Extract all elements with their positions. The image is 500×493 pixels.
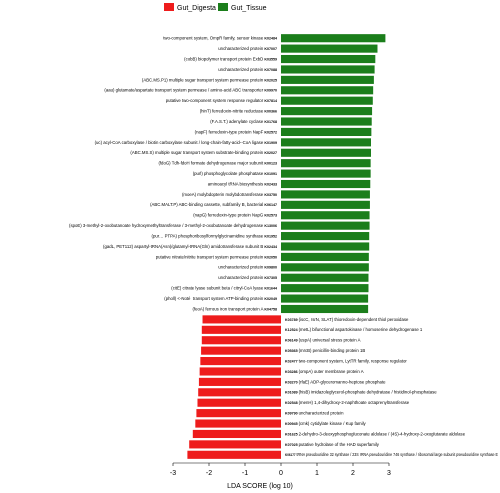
bar-label-k13006: (spoE) 3-methyl-2-oxobutanoate hydroxyme…: [69, 223, 277, 228]
x-tick-label: 0: [279, 470, 283, 477]
bar-label-k02484: two-component system, OmpR family, senso…: [163, 36, 277, 41]
x-tick-label: 1: [315, 470, 319, 477]
bar-k03750: [281, 190, 370, 199]
bar-k07088: [281, 65, 375, 74]
legend-swatch-gut-tissue: [218, 3, 228, 11]
bar-label-k00366: (hinT) ferredoxin-nitrite reductase K003…: [200, 109, 277, 114]
bar-label-k00945: K00945 (cmk) cytidylate kinase / Kup fam…: [285, 421, 367, 426]
bar-k09800: [281, 263, 369, 272]
bar-label-k07007: uncharacterized protein K07007: [218, 46, 277, 51]
bar-label-k01952: (pur… PTPA) phosphoribosylformylglycinam…: [152, 233, 277, 238]
bar-label-k05365: K05365 (mrcB) penicillin-binding protein…: [285, 348, 365, 353]
bar-label-k06149: K06149 (uspA) universal stress protein A: [285, 338, 361, 343]
bar-label-k09800: uncharacterized protein K09800: [218, 265, 277, 270]
bar-k02477: [200, 356, 281, 366]
bar-k03559: [281, 54, 376, 64]
bar-k03270: [198, 377, 281, 386]
bar-label-k06147: (ABC.MALT.P) ABC-binding cassette, subfa…: [150, 202, 277, 207]
bar-k06147: [281, 200, 370, 209]
x-tick-label: 2: [351, 470, 355, 477]
bar-label-k07814: putative two-component system response r…: [166, 98, 277, 103]
bar-label-k06177: K06177 tRNA pseudouridine 32 synthase / …: [285, 452, 498, 457]
x-tick-label: 3: [387, 470, 391, 477]
bar-k02434: [281, 242, 370, 251]
bar-label-k07025: K07025 putative hydrolase of the HAD sup…: [285, 442, 380, 447]
bar-label-k12524: K12524 (metL) bifunctional aspartokinase…: [285, 327, 423, 332]
bar-k07814: [281, 96, 373, 105]
bar-label-k02477: K02477 two-component system, LytTR famil…: [285, 358, 407, 363]
bar-label-k01089: K01089 (hisB) imidazoleglycerol-phosphat…: [285, 390, 437, 395]
bar-k01768: [281, 117, 372, 126]
bar-label-k02548: K02548 (menH) 1,4-dihydroxy-2-naphthoate…: [285, 400, 410, 405]
labels-layer: two-component system, OmpR family, senso…: [69, 36, 498, 458]
bar-k01644: [281, 284, 369, 293]
bar-k02548: [197, 398, 281, 407]
bar-label-k03750: (moeA) molybdopterin molybdotransferase …: [182, 192, 277, 197]
bars-layer: [187, 34, 386, 459]
legend-label-gut-tissue: Gut_Tissue: [231, 5, 267, 12]
bar-label-k03789: K03789 (iscC, rsrN, SLAT) thioredoxin-de…: [285, 317, 409, 322]
bar-k03789: [202, 315, 281, 324]
bar-label-k01909: (uc) acyl-CoA carboxylase / biotin carbo…: [95, 140, 277, 145]
bar-label-k02433: aminoacyl tRNA biosynthesis K02433: [208, 181, 277, 186]
bar-label-k09970: (aau) glutamate/aspartate transport syst…: [104, 88, 277, 93]
bar-k09970: [281, 86, 374, 95]
legend-swatch-gut-digesta: [164, 3, 174, 11]
x-axis: -3 -2 -1 0 1 2 3: [170, 462, 391, 477]
bar-k00945: [195, 419, 281, 428]
bar-k12524: [201, 325, 281, 334]
bar-k07305: [281, 273, 369, 282]
bar-label-k03270: K03270 (rfaE) ADP-glyceromanno-heptose p…: [285, 379, 386, 384]
bar-k02572: [281, 127, 372, 137]
bar-k01952: [281, 232, 370, 241]
bar-k09790: [196, 409, 281, 418]
bar-k01089: [198, 388, 281, 397]
bar-k02050: [281, 252, 369, 261]
legend: Gut_Digesta Gut_Tissue: [164, 3, 267, 12]
bar-label-k07305: uncharacterized protein K07305: [218, 275, 277, 280]
x-tick-label: -1: [242, 470, 248, 477]
x-tick-label: -2: [206, 470, 212, 477]
bar-label-k02573: (napG) ferredoxin-type protein NapG K025…: [193, 213, 277, 218]
bar-label-k09790: K09790 uncharacterized protein: [285, 411, 344, 416]
bar-k02433: [281, 179, 371, 189]
bar-k02573: [281, 211, 370, 220]
bar-label-k01768: (F.A.S.T.) adenylate cyclase K01768: [210, 119, 277, 124]
bar-k07025: [189, 440, 281, 449]
bar-label-k03286: K03286 (ompA) outer membrane protein A: [285, 369, 364, 374]
bar-label-k02025: (ABC.MS.P1) multiple sugar transport sys…: [142, 77, 277, 82]
bar-k00366: [281, 107, 373, 116]
bar-k02049: [281, 294, 369, 303]
x-axis-title: LDA SCORE (log 10): [227, 483, 293, 490]
bar-label-k03559: (cobB) biopolymer transport protein ExbD…: [184, 56, 277, 61]
bar-label-k01625: K01625 2-dehydro-3-deoxyphosphogluconate…: [285, 431, 466, 436]
bar-label-k02049: (pholl) <-Noté transport system ATP-bind…: [164, 296, 277, 301]
bar-k03286: [199, 367, 281, 376]
bar-label-k02027: (ABC.MS.S) multiple sugar transport syst…: [130, 150, 277, 155]
bar-k06177: [187, 450, 281, 459]
bar-label-k02434: (gadL, PET112) aspartyl-tRNA(Asn)/glutam…: [103, 244, 277, 249]
legend-label-gut-digesta: Gut_Digesta: [177, 5, 216, 12]
bar-k01909: [281, 138, 371, 147]
x-tick-label: -3: [170, 470, 176, 477]
bar-k07007: [281, 44, 378, 53]
bar-k04758: [281, 304, 369, 314]
bar-label-k01091: (purl) phosphoglycolate phosphatase K010…: [193, 171, 277, 176]
bar-label-k07088: uncharacterized protein K07088: [218, 67, 277, 72]
bar-label-k02572: (napF) ferredoxin-type protein NapF K025…: [195, 129, 277, 134]
bar-k02027: [281, 148, 371, 157]
bar-k05365: [201, 346, 281, 355]
bar-label-k00123: (fdoG) Tdh-fdoH formate dehydrogenase ma…: [158, 161, 277, 166]
bar-label-k02050: putative nitrate/nitrite transport syste…: [156, 254, 277, 259]
bar-k06149: [201, 336, 281, 345]
bar-k00123: [281, 159, 371, 168]
bar-k02484: [281, 34, 386, 43]
bar-k01091: [281, 169, 371, 178]
bar-k13006: [281, 221, 370, 230]
bar-k01625: [192, 429, 281, 439]
bar-label-k04758: (feoA) ferrous iron transport protein A …: [193, 306, 277, 311]
bar-k02025: [281, 75, 374, 84]
bar-label-k01644: (citE) citrate lyase subunit beta / citr…: [171, 286, 277, 291]
